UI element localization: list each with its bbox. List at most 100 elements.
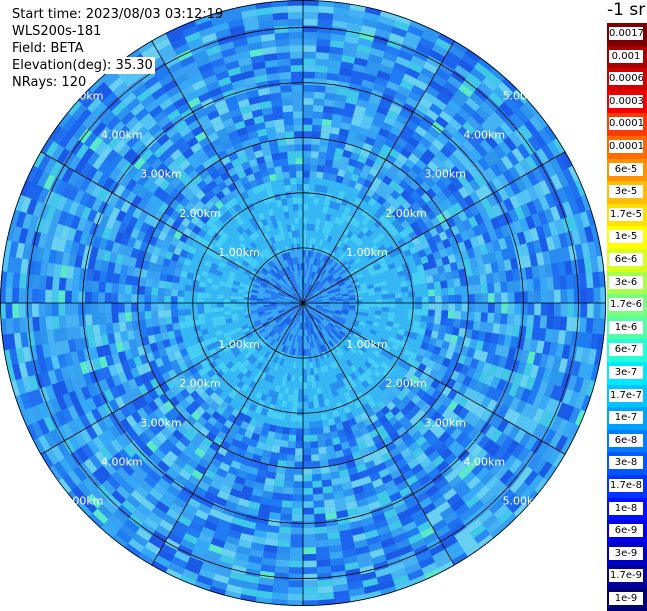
range-gate bbox=[309, 191, 315, 198]
range-gate bbox=[447, 318, 455, 327]
range-gate bbox=[448, 287, 455, 295]
range-gate bbox=[547, 303, 554, 316]
range-gate bbox=[541, 303, 548, 316]
range-gate bbox=[314, 85, 326, 92]
range-gate bbox=[294, 461, 303, 468]
range-gate bbox=[224, 307, 231, 311]
range-gate bbox=[500, 282, 507, 293]
range-gate bbox=[486, 273, 494, 284]
range-gate bbox=[362, 300, 369, 303]
range-gate bbox=[178, 309, 185, 316]
range-gate bbox=[407, 314, 414, 321]
range-gate bbox=[592, 318, 600, 334]
range-gate bbox=[171, 296, 178, 303]
range-gate bbox=[303, 158, 311, 165]
range-gate bbox=[303, 39, 317, 46]
range-gate bbox=[573, 317, 581, 332]
range-gate bbox=[300, 349, 303, 356]
range-gate bbox=[275, 559, 289, 567]
range-gate bbox=[106, 272, 114, 283]
range-gate bbox=[277, 546, 290, 554]
range-gate bbox=[382, 294, 389, 299]
range-gate bbox=[303, 45, 316, 52]
range-gate bbox=[534, 291, 541, 303]
range-gate bbox=[303, 475, 312, 482]
range-gate bbox=[454, 311, 461, 320]
range-gate bbox=[310, 158, 318, 165]
range-gate bbox=[19, 318, 27, 333]
range-gate bbox=[79, 280, 86, 292]
range-gate bbox=[454, 286, 461, 295]
range-gate bbox=[281, 434, 289, 441]
range-gate bbox=[230, 306, 237, 310]
range-gate bbox=[191, 303, 198, 309]
range-gate bbox=[204, 298, 211, 303]
range-gate bbox=[593, 287, 600, 303]
range-gate bbox=[314, 513, 326, 520]
range-gate bbox=[286, 454, 295, 461]
range-gate bbox=[574, 288, 581, 303]
range-gate bbox=[164, 288, 171, 296]
range-gate bbox=[288, 441, 296, 448]
range-gate bbox=[230, 299, 237, 303]
range-gate bbox=[312, 131, 321, 138]
range-gate bbox=[244, 300, 251, 303]
range-gate bbox=[317, 32, 331, 40]
range-gate bbox=[382, 299, 389, 303]
range-gate bbox=[290, 547, 303, 554]
range-gate bbox=[303, 12, 318, 19]
range-gate bbox=[25, 303, 32, 318]
range-gate bbox=[481, 312, 488, 322]
range-gate bbox=[434, 317, 441, 325]
range-gate bbox=[32, 317, 40, 331]
range-gate bbox=[303, 250, 306, 257]
range-gate bbox=[303, 217, 307, 224]
range-gate bbox=[296, 428, 303, 435]
range-gate bbox=[6, 272, 14, 288]
range-gate bbox=[426, 323, 434, 331]
range-gate bbox=[586, 273, 594, 289]
range-gate bbox=[408, 309, 415, 315]
range-gate bbox=[318, 579, 333, 587]
range-gate bbox=[428, 296, 435, 303]
range-gate bbox=[58, 290, 65, 303]
range-gate bbox=[455, 303, 462, 311]
range-gate bbox=[303, 171, 310, 178]
range-gate bbox=[587, 288, 594, 303]
range-gate bbox=[19, 273, 27, 288]
range-gate bbox=[303, 177, 310, 184]
range-gate bbox=[293, 481, 303, 488]
range-gate bbox=[293, 488, 303, 495]
range-gate bbox=[303, 422, 310, 429]
range-gate bbox=[275, 473, 285, 481]
range-gate bbox=[286, 461, 295, 468]
range-gate bbox=[501, 292, 508, 303]
range-gate bbox=[303, 78, 315, 85]
range-gate bbox=[285, 467, 294, 474]
range-gate bbox=[314, 520, 326, 527]
range-gate bbox=[315, 421, 322, 428]
range-gate bbox=[579, 318, 587, 333]
range-gate bbox=[579, 273, 587, 288]
range-gate bbox=[211, 293, 218, 298]
range-gate bbox=[158, 310, 165, 318]
range-gate bbox=[394, 313, 401, 319]
range-gate bbox=[39, 275, 47, 289]
range-gate bbox=[197, 308, 204, 314]
range-gate bbox=[303, 461, 312, 468]
range-gate bbox=[553, 276, 561, 290]
range-gate bbox=[414, 315, 421, 322]
range-gate bbox=[184, 309, 191, 316]
range-gate bbox=[85, 292, 92, 303]
range-gate bbox=[158, 288, 165, 296]
range-gate bbox=[310, 428, 317, 435]
range-gate bbox=[85, 280, 92, 292]
range-gate bbox=[279, 447, 288, 455]
range-gate bbox=[315, 59, 328, 67]
range-gate bbox=[318, 447, 327, 455]
range-gate bbox=[303, 501, 314, 508]
range-gate bbox=[369, 303, 376, 307]
range-gate bbox=[99, 324, 107, 335]
range-gate bbox=[191, 285, 198, 292]
range-gate bbox=[492, 272, 500, 283]
